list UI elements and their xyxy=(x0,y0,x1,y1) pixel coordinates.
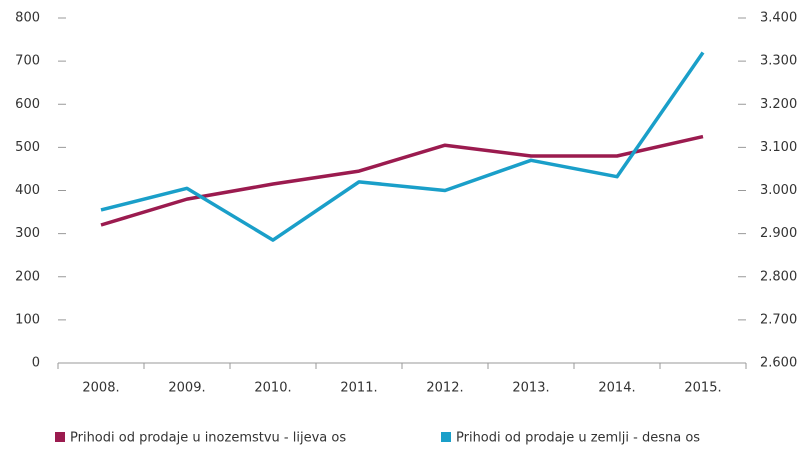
y2-tick-label: 2.700 xyxy=(760,312,797,327)
y-tick-label: 800 xyxy=(15,11,40,26)
y2-tick-label: 3.300 xyxy=(760,54,797,69)
y2-tick-label: 2.800 xyxy=(760,269,797,284)
legend-label: Prihodi od prodaje u inozemstvu - lijeva… xyxy=(70,431,346,446)
x-tick-label: 2008. xyxy=(82,381,119,396)
y-tick-label: 300 xyxy=(15,226,40,241)
y-tick-label: 500 xyxy=(15,140,40,155)
line-series xyxy=(100,134,704,227)
y-tick-label: 100 xyxy=(15,312,40,327)
y2-tick-label: 2.600 xyxy=(760,356,797,371)
x-tick-label: 2012. xyxy=(426,381,463,396)
y-tick-label: 600 xyxy=(15,97,40,112)
x-tick-label: 2010. xyxy=(254,381,291,396)
y2-tick-label: 3.100 xyxy=(760,140,797,155)
line-series xyxy=(100,51,705,242)
legend-swatch xyxy=(441,432,451,442)
y-tick-label: 0 xyxy=(32,356,40,371)
y-tick-label: 200 xyxy=(15,269,40,284)
legend-label: Prihodi od prodaje u zemlji - desna os xyxy=(456,431,700,446)
y2-tick-label: 3.200 xyxy=(760,97,797,112)
x-tick-label: 2014. xyxy=(598,381,635,396)
x-tick-label: 2015. xyxy=(684,381,721,396)
x-tick-label: 2011. xyxy=(340,381,377,396)
y2-tick-label: 3.000 xyxy=(760,183,797,198)
y2-tick-label: 2.900 xyxy=(760,226,797,241)
y2-tick-label: 3.400 xyxy=(760,11,797,26)
x-tick-label: 2013. xyxy=(512,381,549,396)
legend-swatch xyxy=(55,432,65,442)
x-tick-label: 2009. xyxy=(168,381,205,396)
y-tick-label: 700 xyxy=(15,54,40,69)
y-tick-label: 400 xyxy=(15,183,40,198)
